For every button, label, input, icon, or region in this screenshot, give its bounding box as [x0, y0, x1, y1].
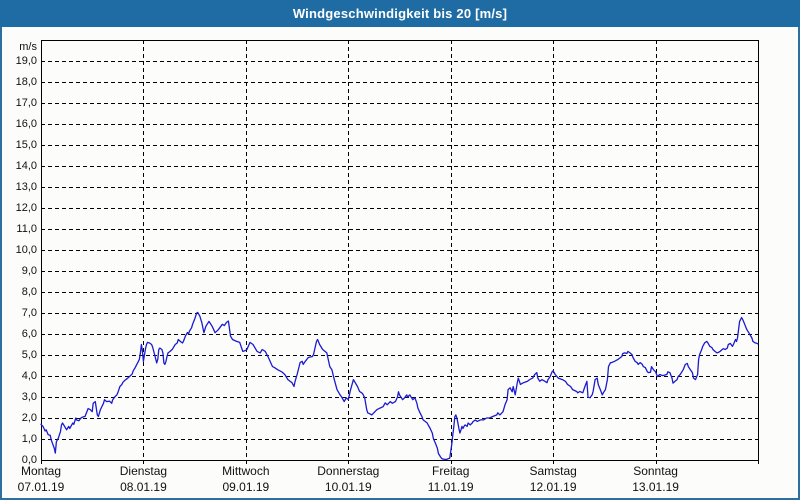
- y-axis-label: 13,0: [15, 181, 37, 193]
- x-axis-date-label: 08.01.19: [120, 480, 167, 494]
- y-axis-label: 14,0: [15, 160, 37, 172]
- y-axis-label: 17,0: [15, 97, 37, 109]
- x-axis-date-label: 09.01.19: [222, 480, 270, 494]
- y-axis-label: 19,0: [15, 55, 37, 67]
- x-axis-day-label: Dienstag: [119, 464, 168, 478]
- x-axis-date-label: 13.01.19: [632, 480, 679, 494]
- wind-speed-line: [40, 311, 759, 461]
- y-axis-label: 16,0: [15, 118, 37, 130]
- title-bar: Windgeschwindigkeit bis 20 [m/s]: [0, 0, 800, 27]
- y-axis-label: 10,0: [15, 244, 37, 256]
- x-axis-day-label: Sonntag: [633, 464, 678, 478]
- y-axis-label: 5,0: [21, 349, 37, 361]
- y-axis-label: 15,0: [15, 139, 37, 151]
- y-axis-label: 4,0: [21, 370, 37, 382]
- y-axis-label: 0,0: [21, 454, 37, 466]
- plot-border: [41, 40, 759, 461]
- y-axis-label: 1,0: [21, 433, 37, 445]
- x-axis-date-label: 12.01.19: [529, 480, 577, 494]
- y-axis-label: 11,0: [16, 223, 37, 235]
- x-axis-date-label: 11.01.19: [427, 480, 474, 494]
- x-axis-date-label: 07.01.19: [17, 480, 65, 494]
- x-axis-day-label: Montag: [20, 464, 62, 478]
- chart-title: Windgeschwindigkeit bis 20 [m/s]: [292, 6, 508, 21]
- y-axis-label: 2,0: [21, 412, 37, 424]
- x-axis-day-label: Samstag: [529, 464, 577, 478]
- x-axis-day-label: Donnerstag: [317, 464, 380, 478]
- y-axis-label: 18,0: [15, 76, 37, 88]
- y-axis-label: 12,0: [15, 202, 37, 214]
- y-axis-label: 3,0: [21, 391, 37, 403]
- x-axis-day-label: Mittwoch: [222, 464, 270, 478]
- y-axis-label: 6,0: [21, 328, 37, 340]
- x-axis-date-label: 10.01.19: [324, 480, 372, 494]
- y-axis-label: 9,0: [21, 265, 37, 277]
- y-axis-label: 8,0: [21, 286, 37, 298]
- x-axis-day-label: Freitag: [432, 464, 470, 478]
- y-axis-unit-label: m/s: [19, 41, 37, 53]
- y-axis-label: 7,0: [21, 307, 37, 319]
